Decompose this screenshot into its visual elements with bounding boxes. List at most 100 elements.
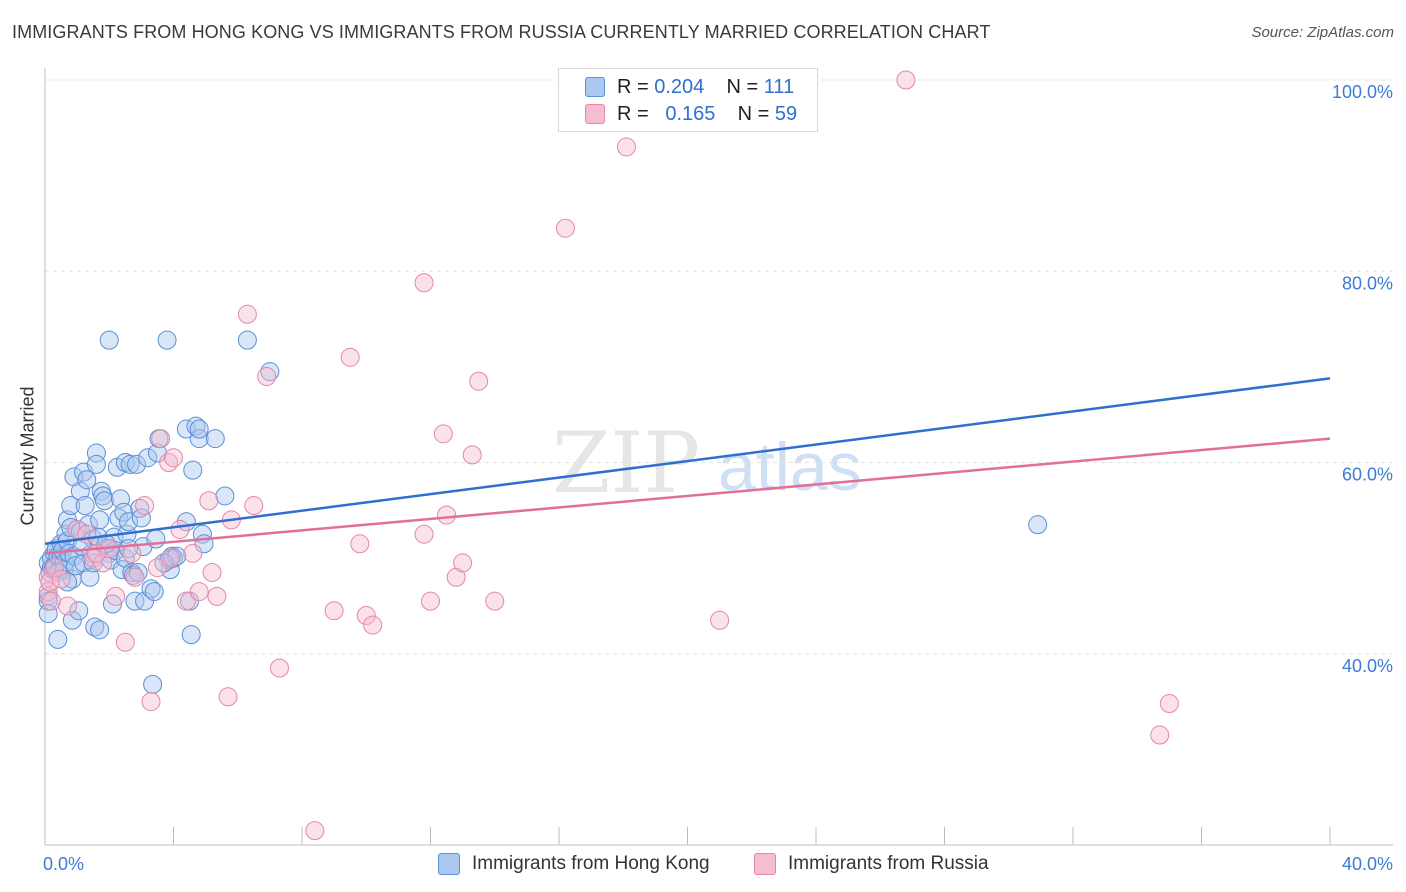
point-russia <box>164 448 183 468</box>
point-russia <box>125 567 145 587</box>
gridlines <box>45 79 1393 655</box>
legend-row-russia: R = 0.165 N = 59 <box>585 100 797 128</box>
legend-n-value: 111 <box>763 75 795 98</box>
point-russia <box>202 562 222 582</box>
point-russia <box>151 429 171 449</box>
point-hong-kong <box>114 502 134 522</box>
point-hong-kong <box>80 567 100 587</box>
trend-lines <box>44 377 1331 555</box>
trend-line-russia <box>44 437 1331 555</box>
point-hong-kong <box>189 429 209 449</box>
point-hong-kong <box>75 496 95 516</box>
point-hong-kong <box>143 674 163 694</box>
point-hong-kong <box>135 591 155 611</box>
y-tick-label: 80.0% <box>1342 273 1393 293</box>
stats-legend: R = 0.204 N = 111 R = 0.165 N = 59 <box>558 68 818 132</box>
point-russia <box>340 347 360 367</box>
legend-r-value: 0.204 <box>654 75 705 98</box>
bottom-legend-label: Immigrants from Hong Kong <box>472 853 710 874</box>
point-russia <box>93 553 113 573</box>
point-russia <box>485 591 505 611</box>
point-hong-kong <box>57 510 77 530</box>
legend-row-hong-kong: R = 0.204 N = 111 <box>585 73 794 101</box>
point-russia <box>414 524 434 544</box>
point-hong-kong <box>120 454 140 474</box>
point-russia <box>189 582 209 602</box>
point-hong-kong <box>183 460 203 480</box>
point-russia <box>1159 693 1179 713</box>
point-hong-kong <box>141 579 161 599</box>
chart-title: IMMIGRANTS FROM HONG KONG VS IMMIGRANTS … <box>12 22 991 42</box>
point-russia <box>305 821 325 841</box>
bottom-legend-swatch-blue <box>438 853 460 875</box>
point-hong-kong <box>127 454 147 474</box>
trend-line-hong-kong <box>44 377 1331 546</box>
point-hong-kong <box>61 496 81 516</box>
point-russia <box>40 572 60 592</box>
x-tick-label: 0.0% <box>43 854 84 874</box>
point-russia <box>237 304 257 324</box>
legend-n-value: 59 <box>774 102 798 125</box>
point-hong-kong <box>86 454 106 474</box>
point-russia <box>135 496 155 516</box>
point-hong-kong <box>146 529 166 549</box>
point-hong-kong <box>125 591 145 611</box>
point-russia <box>106 586 126 606</box>
point-russia <box>469 371 489 391</box>
point-hong-kong <box>70 481 90 501</box>
point-russia <box>41 591 61 611</box>
point-hong-kong <box>90 620 110 640</box>
point-hong-kong <box>94 491 114 511</box>
series-russia-points <box>38 70 1179 841</box>
point-russia <box>257 366 277 386</box>
point-hong-kong <box>237 330 257 350</box>
legend-r-label: R = <box>617 102 649 125</box>
legend-n-label: N = <box>737 102 770 125</box>
point-hong-kong <box>77 470 97 490</box>
point-russia <box>51 569 71 589</box>
point-russia <box>160 548 180 568</box>
point-hong-kong <box>74 553 94 573</box>
point-russia <box>57 596 77 616</box>
bottom-legend-russia: Immigrants from Russia <box>754 851 989 877</box>
point-hong-kong <box>131 508 151 528</box>
source-label: Source: ZipAtlas.com <box>1251 24 1394 41</box>
legend-swatch-blue <box>585 77 605 97</box>
y-tick-label: 40.0% <box>1342 656 1393 676</box>
y-axis-title: Currently Married <box>17 386 38 526</box>
bottom-legend-swatch-pink <box>754 853 776 875</box>
point-russia <box>356 606 376 625</box>
point-hong-kong <box>62 610 82 630</box>
point-russia <box>170 519 190 539</box>
point-hong-kong <box>48 629 68 649</box>
point-hong-kong <box>144 582 164 602</box>
point-russia <box>710 610 730 630</box>
point-hong-kong <box>119 512 139 532</box>
point-hong-kong <box>38 604 58 624</box>
point-hong-kong <box>54 553 74 573</box>
point-hong-kong <box>215 486 235 506</box>
point-hong-kong <box>99 330 119 350</box>
point-russia <box>218 687 238 707</box>
point-russia <box>363 615 383 635</box>
point-hong-kong <box>64 467 84 487</box>
point-russia <box>414 273 434 293</box>
point-russia <box>433 424 453 444</box>
point-hong-kong <box>138 448 158 468</box>
point-russia <box>244 496 264 516</box>
point-hong-kong <box>189 419 209 439</box>
y-tick-label: 100.0% <box>1332 82 1393 102</box>
point-hong-kong <box>181 625 201 645</box>
legend-n-label: N = <box>726 75 759 98</box>
point-russia <box>183 543 203 563</box>
legend-r-label: R = <box>617 75 649 98</box>
x-tick-label: 40.0% <box>1342 854 1393 874</box>
point-russia <box>1150 725 1170 745</box>
bottom-legend-label: Immigrants from Russia <box>788 853 989 874</box>
point-russia <box>270 658 290 678</box>
point-russia <box>350 534 370 554</box>
point-hong-kong <box>90 510 110 530</box>
point-russia <box>77 524 97 544</box>
point-russia <box>462 445 482 465</box>
